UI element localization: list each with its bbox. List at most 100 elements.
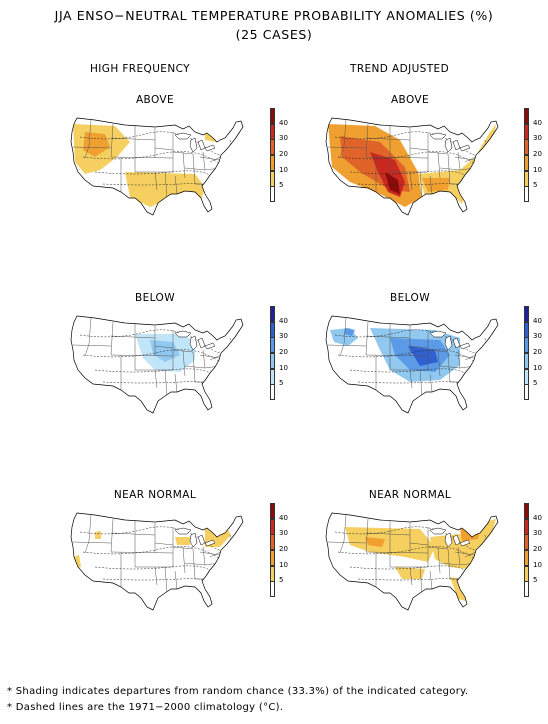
colorbar-ta-below: 40 30 20 10 5 (524, 306, 548, 416)
map-layer (70, 117, 244, 216)
colorbar-segment (270, 155, 275, 172)
column-header-trend-adjusted: TREND ADJUSTED (350, 63, 450, 75)
state-border (110, 532, 156, 536)
us-outline (325, 315, 499, 414)
state-border (365, 335, 411, 339)
state-border (164, 171, 168, 199)
state-border (184, 365, 206, 369)
state-border (454, 156, 475, 161)
state-border (164, 566, 168, 594)
colorbar-segment (524, 139, 529, 156)
state-border (154, 542, 174, 546)
state-border (365, 156, 429, 159)
colorbar-segment (524, 565, 529, 582)
state-border (459, 365, 476, 369)
state-border (439, 365, 461, 369)
state-border (204, 365, 221, 369)
colorbar-tick-label: 20 (533, 150, 542, 158)
colorbar-segment (270, 139, 275, 156)
colorbar-tick-label: 10 (533, 560, 542, 569)
climatology-contour (94, 368, 214, 377)
state-border (174, 570, 178, 590)
state-border (419, 171, 423, 199)
colorbar-segment (270, 518, 275, 535)
great-lake (197, 139, 206, 151)
climatology-contour (102, 183, 208, 193)
colorbar-segment (270, 337, 275, 354)
state-border (164, 369, 168, 397)
colorbar-segment (524, 518, 529, 535)
footnote-dashed-lines: * Dashed lines are the 1971−2000 climato… (7, 702, 284, 713)
colorbar-tick-label: 5 (279, 181, 284, 190)
us-outline (70, 512, 244, 611)
state-border (204, 167, 221, 171)
colorbar-tick-label: 40 (279, 316, 288, 325)
panel-title: ABOVE (390, 94, 430, 106)
colorbar-segment (270, 581, 275, 598)
colorbar-tick-label: 5 (533, 576, 538, 585)
state-border (110, 123, 114, 158)
state-border (327, 344, 367, 347)
state-border (429, 373, 433, 393)
state-border (184, 562, 206, 566)
great-lake (444, 335, 453, 351)
anomaly-shading (328, 124, 496, 207)
colorbar-hf-below: 40 30 20 10 5 (270, 306, 304, 416)
shading-region (395, 567, 425, 579)
panel-title: ABOVE (135, 94, 175, 106)
state-border (154, 566, 158, 586)
state-border (365, 532, 411, 536)
great-lake (189, 532, 198, 548)
colorbar-segment (270, 108, 275, 125)
colorbar-tick-label: 30 (279, 134, 288, 143)
state-border (437, 151, 441, 179)
state-border (409, 171, 413, 191)
colorbar-hf-above: 40 30 20 10 5 (270, 108, 304, 218)
colorbar-tick-label: 30 (279, 529, 288, 538)
colorbar-tick-label: 10 (279, 165, 288, 174)
panel-title: BELOW (390, 292, 430, 304)
great-lake (197, 534, 206, 546)
great-lake (204, 144, 216, 152)
state-border (182, 349, 186, 377)
colorbar-tick-label: 10 (533, 165, 542, 174)
climatology-contour (82, 546, 221, 560)
state-border (457, 546, 461, 566)
us-outline (70, 315, 244, 414)
state-border (110, 335, 156, 339)
shading-region (125, 172, 205, 207)
great-lake (204, 539, 216, 547)
colorbar-segment (270, 368, 275, 385)
us-map (70, 512, 244, 611)
us-map (70, 117, 244, 216)
climatology-contour (349, 565, 469, 574)
state-border (339, 119, 347, 159)
colorbar-tick-label: 5 (533, 181, 538, 190)
state-border (365, 551, 429, 554)
state-border (365, 518, 369, 553)
state-border (339, 317, 347, 357)
climatology-contour (357, 381, 463, 391)
colorbar-tick-label: 10 (279, 560, 288, 569)
colorbar-segment (524, 368, 529, 385)
state-border (209, 548, 228, 558)
great-lake (174, 330, 192, 338)
colorbar-tick-label: 20 (279, 150, 288, 158)
panel-title: NEAR NORMAL (368, 489, 452, 501)
colorbar-segment (270, 123, 275, 140)
colorbar-segment (270, 534, 275, 551)
state-border (199, 551, 220, 556)
great-lake (204, 342, 216, 350)
colorbar-segment (524, 534, 529, 551)
state-border (457, 151, 461, 171)
us-map (325, 117, 499, 216)
state-border (174, 373, 178, 393)
colorbar-tick-label: 5 (279, 379, 284, 388)
state-border (429, 570, 433, 590)
colorbar-segment (270, 170, 275, 187)
us-outline (325, 512, 499, 611)
state-border (199, 354, 220, 359)
state-border (154, 171, 158, 191)
shading-region (385, 172, 400, 194)
state-border (154, 369, 158, 389)
